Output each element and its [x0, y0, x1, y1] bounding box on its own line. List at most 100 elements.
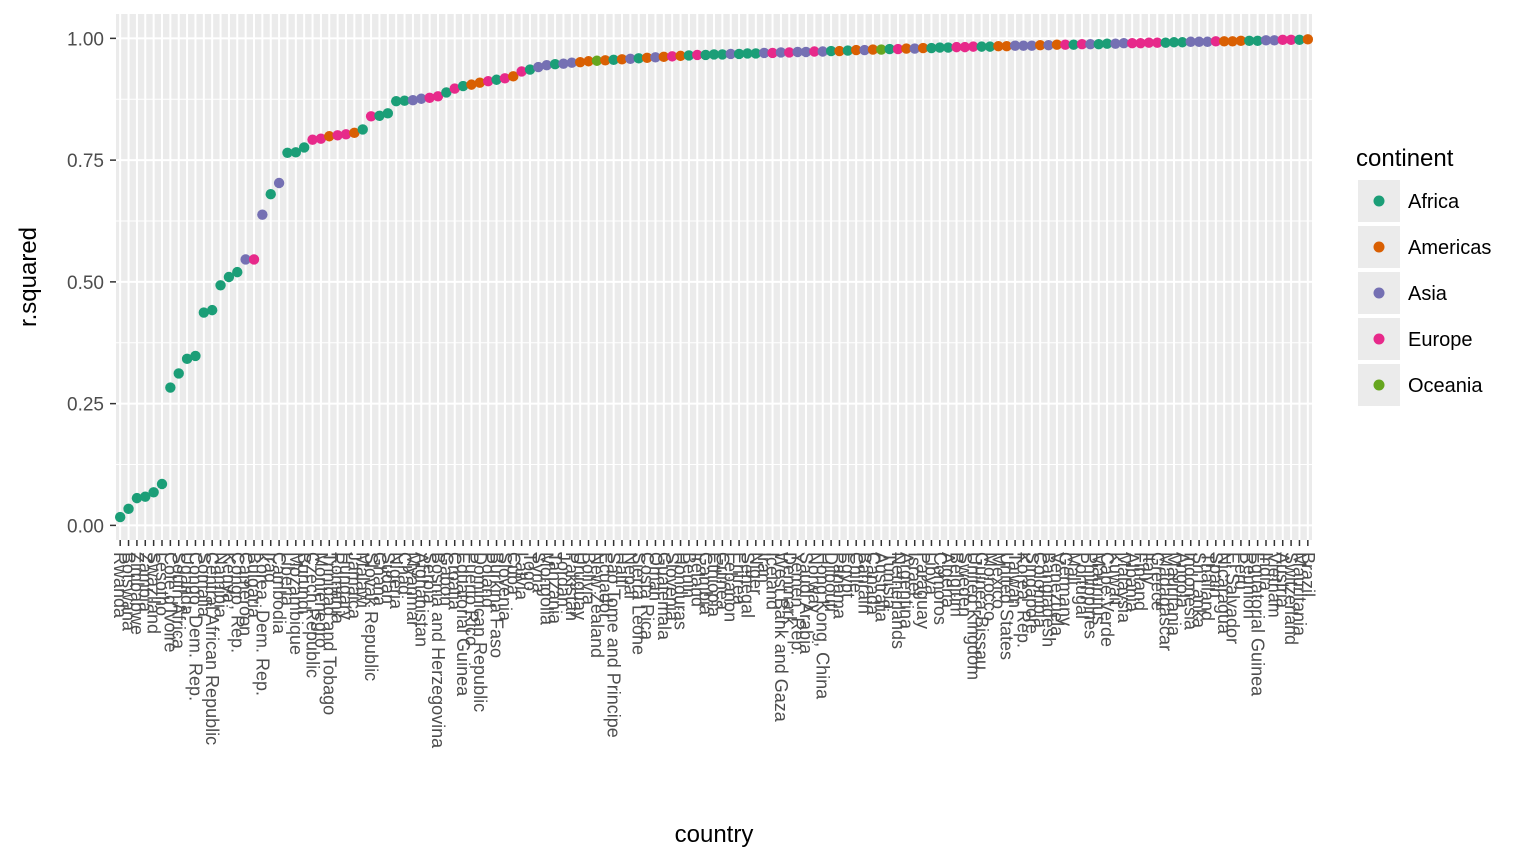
grid-major: [116, 14, 1312, 540]
x-tick-label: Canada: [863, 552, 883, 616]
data-point: [332, 130, 343, 141]
x-tick-label: Reunion: [1239, 552, 1259, 619]
x-tick-label: Senegal: [737, 552, 757, 618]
data-point: [800, 46, 812, 58]
x-tick-label: Singapore: [1022, 552, 1042, 634]
x-tick-label: Greece: [1147, 552, 1167, 611]
data-point: [198, 307, 210, 318]
x-tick-label: Nicaragua: [1214, 552, 1234, 635]
x-tick-label: Denmark: [779, 552, 799, 626]
data-point: [482, 76, 494, 87]
data-point: [993, 40, 1004, 52]
x-tick-label: Tanzania: [545, 552, 565, 625]
x-tick-label: Hong Kong, China: [813, 552, 833, 700]
y-tick-label: 1.00: [67, 29, 104, 50]
x-tick-label: Mongolia: [537, 552, 557, 626]
data-point: [307, 134, 318, 145]
data-point: [324, 131, 335, 142]
data-point: [775, 47, 787, 58]
data-point: [1018, 40, 1029, 51]
x-tick-label: Congo, Dem. Rep.: [185, 552, 205, 701]
x-tick-label: Mauritius: [1089, 552, 1109, 625]
x-tick-label: Israel: [905, 552, 925, 596]
data-point: [574, 57, 586, 68]
data-point: [1210, 36, 1222, 47]
x-tick-label: Somalia: [194, 552, 214, 618]
data-point: [951, 41, 962, 53]
x-tick-label: Mauritania: [1289, 552, 1309, 637]
data-point: [1260, 35, 1272, 46]
data-point: [1193, 36, 1205, 47]
x-tick-label: Panama: [829, 552, 849, 620]
data-point: [600, 55, 611, 66]
x-tick-label: Equatorial Guinea: [453, 552, 473, 697]
data-point: [666, 51, 678, 62]
data-point: [223, 271, 235, 283]
x-tick-label: Cameroon: [236, 552, 256, 636]
x-tick-label: Kuwait: [1105, 552, 1125, 606]
x-tick-label: Cote d'Ivoire: [160, 552, 180, 653]
x-tick-label: Serbia: [420, 552, 440, 605]
x-tick-label: Iran: [754, 552, 774, 583]
legend-swatch: [1373, 333, 1385, 345]
x-tick-label: Italy: [1139, 552, 1159, 585]
data-point: [742, 48, 753, 59]
x-axis-title: country: [675, 821, 754, 848]
x-tick-label: Thailand: [1197, 552, 1217, 621]
data-point: [148, 487, 159, 498]
x-tick-label: Nigeria: [386, 552, 406, 610]
data-point: [449, 83, 460, 94]
x-tick-label: Croatia: [445, 552, 465, 611]
data-point: [1043, 39, 1054, 51]
x-tick-label: Sri Lanka: [1189, 552, 1209, 629]
data-point: [583, 56, 594, 67]
data-point: [1185, 36, 1196, 47]
data-point: [240, 254, 251, 265]
data-point: [1227, 36, 1238, 47]
data-point: [499, 73, 511, 84]
x-tick-label: Gambia: [696, 552, 716, 616]
x-tick-label: Comoros: [930, 552, 950, 625]
data-point: [407, 95, 419, 106]
data-point: [675, 50, 686, 62]
data-point: [1026, 40, 1038, 51]
data-point: [566, 57, 578, 68]
legend-label: Americas: [1408, 237, 1491, 259]
x-tick-label: Sierra Leone: [629, 552, 649, 655]
data-point: [984, 41, 996, 52]
data-point: [508, 71, 519, 82]
x-tick-label: Swaziland: [144, 552, 164, 634]
data-point: [717, 49, 728, 60]
data-point: [692, 49, 703, 61]
x-tick-label: Cuba: [503, 552, 523, 596]
x-tick-label: Liberia: [277, 552, 297, 607]
x-tick-label: Saudi Arabia: [796, 552, 816, 655]
x-tick-label: Indonesia: [1181, 552, 1201, 631]
data-point: [650, 52, 661, 63]
x-tick-label: Ghana: [369, 552, 389, 607]
data-point: [1302, 34, 1314, 45]
x-tick-label: Zambia: [135, 552, 155, 613]
x-tick-label: Central African Republic: [202, 552, 222, 745]
data-point: [1001, 40, 1012, 52]
data-point: [591, 55, 603, 66]
x-tick-label: Jordan: [553, 552, 573, 607]
x-tick-label: Germany: [1055, 552, 1075, 626]
x-tick-label: Belgium: [947, 552, 967, 617]
data-point: [558, 58, 569, 69]
x-tick-label: Taiwan: [1005, 552, 1025, 608]
data-point: [750, 48, 762, 59]
x-tick-label: Finland: [1131, 552, 1151, 611]
data-point: [123, 503, 134, 515]
x-tick-label: Sudan: [378, 552, 398, 604]
data-point: [1143, 37, 1155, 48]
x-tick-label: Gabon: [436, 552, 456, 606]
y-tick-label: 0.75: [67, 151, 104, 172]
data-point: [416, 93, 427, 104]
x-tick-label: Botswana: [119, 552, 139, 632]
x-tick-label: Puerto Rico: [461, 552, 481, 646]
data-point: [1101, 38, 1113, 49]
data-point: [131, 492, 143, 504]
data-point: [1068, 39, 1079, 50]
x-tick-label: Benin: [679, 552, 699, 598]
